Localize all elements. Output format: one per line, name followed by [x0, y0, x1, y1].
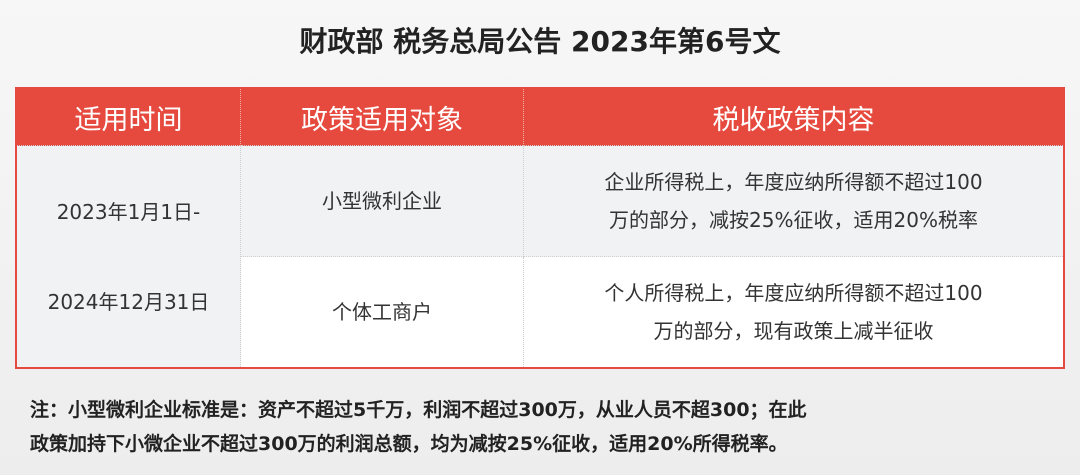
table-row: 个体工商户 个人所得税上，年度应纳所得额不超过100 万的部分，现有政策上减半征…: [16, 256, 1065, 369]
policy-table: 适用时间 政策适用对象 税收政策内容 2023年1月1日- 2024年12月31…: [15, 87, 1065, 369]
object-cell: 小型微利企业: [240, 145, 524, 257]
content-line: 企业所得税上，年度应纳所得额不超过100: [604, 170, 983, 194]
content-line: 万的部分，减按25%征收，适用20%税率: [609, 208, 978, 232]
footnote: 注：小型微利企业标准是：资产不超过5千万，利润不超过300万，从业人员不超300…: [30, 393, 807, 461]
footnote-line: 注：小型微利企业标准是：资产不超过5千万，利润不超过300万，从业人员不超300…: [30, 399, 807, 421]
header-object: 政策适用对象: [240, 88, 524, 146]
content-line: 万的部分，现有政策上减半征收: [653, 319, 934, 343]
table-row: 2023年1月1日- 2024年12月31日 小型微利企业 企业所得税上，年度应…: [15, 145, 1065, 369]
content-line: 个人所得税上，年度应纳所得额不超过100: [604, 281, 983, 305]
header-content: 税收政策内容: [523, 88, 1064, 146]
table-header: 适用时间 政策适用对象 税收政策内容: [15, 88, 1064, 146]
content-cell: 个人所得税上，年度应纳所得额不超过100 万的部分，现有政策上减半征收: [523, 256, 1065, 369]
time-start: 2023年1月1日-: [56, 199, 201, 224]
page-title: 财政部 税务总局公告 2023年第6号文: [299, 25, 781, 58]
time-cell: 2023年1月1日- 2024年12月31日: [15, 145, 241, 369]
object-cell: 个体工商户: [240, 256, 524, 369]
footnote-line: 政策加持下小微企业不超过300万的利润总额，均为减按25%征收，适用20%所得税…: [30, 433, 788, 455]
time-end: 2024年12月31日: [47, 289, 210, 314]
header-time: 适用时间: [15, 88, 241, 146]
content-cell: 企业所得税上，年度应纳所得额不超过100 万的部分，减按25%征收，适用20%税…: [523, 145, 1065, 257]
